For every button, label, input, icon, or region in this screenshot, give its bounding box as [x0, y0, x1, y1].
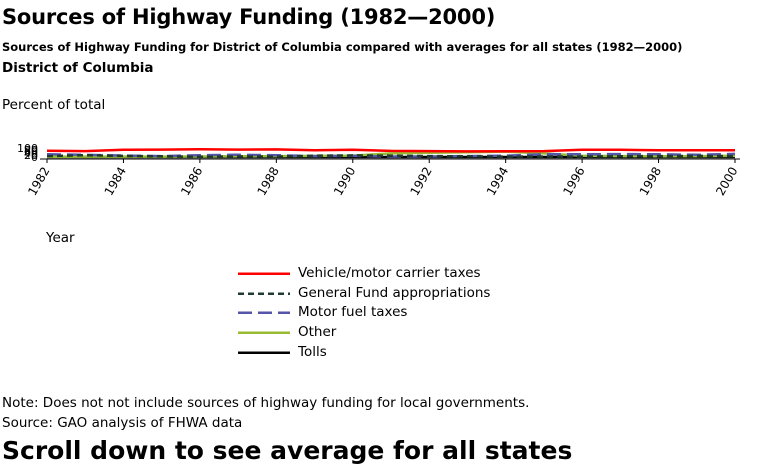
- x-axis-label: Year: [46, 230, 75, 246]
- legend-label: Other: [298, 323, 337, 340]
- x-tick-label: 1990: [331, 165, 358, 198]
- legend-swatch: [238, 351, 290, 354]
- y-axis-label: Percent of total: [2, 97, 106, 113]
- legend-item: Tolls: [238, 342, 490, 362]
- x-tick-label: 1982: [25, 165, 52, 198]
- legend-label: Vehicle/motor carrier taxes: [298, 264, 481, 281]
- legend-swatch: [238, 292, 290, 295]
- x-tick-label: 1986: [178, 165, 205, 198]
- x-tick-label: 1998: [637, 165, 664, 198]
- footnote: Note: Does not not include sources of hi…: [2, 395, 530, 411]
- y-tick-label: 80: [24, 144, 38, 157]
- legend-item: Vehicle/motor carrier taxes: [238, 263, 490, 283]
- x-tick-label: 1994: [484, 164, 511, 197]
- series-line-vehicle-motor-carrier-taxes: [46, 148, 735, 153]
- series-line-general-fund-appropriations: [46, 153, 736, 159]
- y-tick-label: 100: [17, 142, 38, 155]
- legend-swatch: [238, 272, 290, 275]
- scroll-hint: Scroll down to see average for all state…: [2, 436, 573, 465]
- chart-region-label: District of Columbia: [2, 60, 154, 76]
- legend-swatch: [238, 331, 290, 334]
- y-tick-label: 20: [24, 149, 38, 162]
- legend-label: Motor fuel taxes: [298, 304, 408, 321]
- chart-title: Sources of Highway Funding (1982—2000): [2, 5, 496, 29]
- chart-subtitle: Sources of Highway Funding for District …: [2, 40, 683, 54]
- legend-item: Motor fuel taxes: [238, 302, 490, 322]
- x-tick-label: 1992: [407, 165, 434, 198]
- x-tick-label: 1984: [102, 165, 129, 198]
- chart-legend: Vehicle/motor carrier taxes General Fund …: [238, 263, 490, 361]
- legend-item: General Fund appropriations: [238, 283, 490, 303]
- y-tick-label: 40: [24, 147, 38, 160]
- legend-item: Other: [238, 322, 490, 342]
- source-note: Source: GAO analysis of FHWA data: [2, 415, 243, 431]
- x-tick-label: 1988: [255, 165, 282, 198]
- x-tick-label: 2000: [713, 165, 740, 198]
- y-tick-label: 0: [31, 151, 38, 164]
- legend-swatch: [238, 311, 290, 315]
- y-tick-label: 60: [24, 146, 38, 159]
- legend-label: Tolls: [298, 343, 327, 360]
- x-tick-label: 1996: [560, 165, 587, 198]
- legend-label: General Fund appropriations: [298, 284, 491, 301]
